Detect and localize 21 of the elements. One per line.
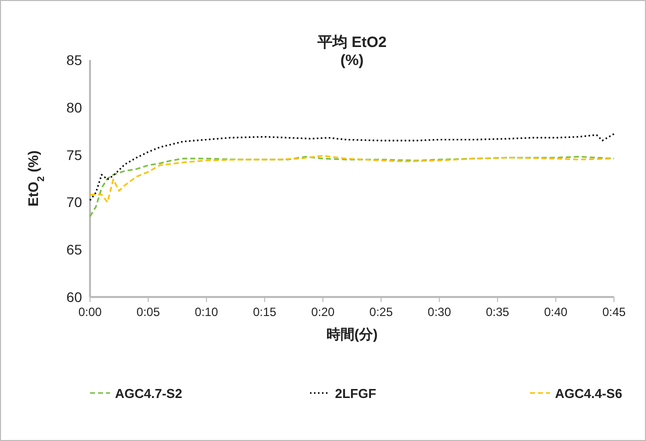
x-tick-label: 0:25	[369, 305, 394, 319]
x-tick-label: 0:40	[544, 305, 568, 319]
x-tick-label: 0:35	[486, 305, 510, 319]
y-tick-label: 80	[66, 99, 82, 116]
x-tick-label: 0:00	[78, 305, 102, 319]
y-tick-label: 60	[66, 289, 82, 305]
legend-label: AGC4.4-S6	[555, 386, 622, 401]
legend-label: 2LFGF	[335, 386, 376, 401]
x-tick-label: 0:05	[136, 305, 160, 319]
x-tick-label: 0:20	[311, 305, 335, 319]
x-tick-label: 0:45	[602, 305, 626, 319]
x-tick-label: 0:30	[428, 305, 452, 319]
y-tick-label: 85	[66, 52, 82, 68]
x-axis-title: 時間(分)	[326, 326, 378, 342]
y-tick-label: 75	[66, 146, 82, 163]
y-tick-label: 65	[66, 242, 82, 258]
legend-label: AGC4.7-S2	[115, 386, 182, 401]
y-tick-label: 70	[66, 194, 82, 210]
chart-title: 平均 EtO2 (%)	[316, 34, 387, 69]
x-tick-label: 0:10	[194, 305, 218, 319]
x-tick-label: 0:15	[252, 305, 277, 319]
